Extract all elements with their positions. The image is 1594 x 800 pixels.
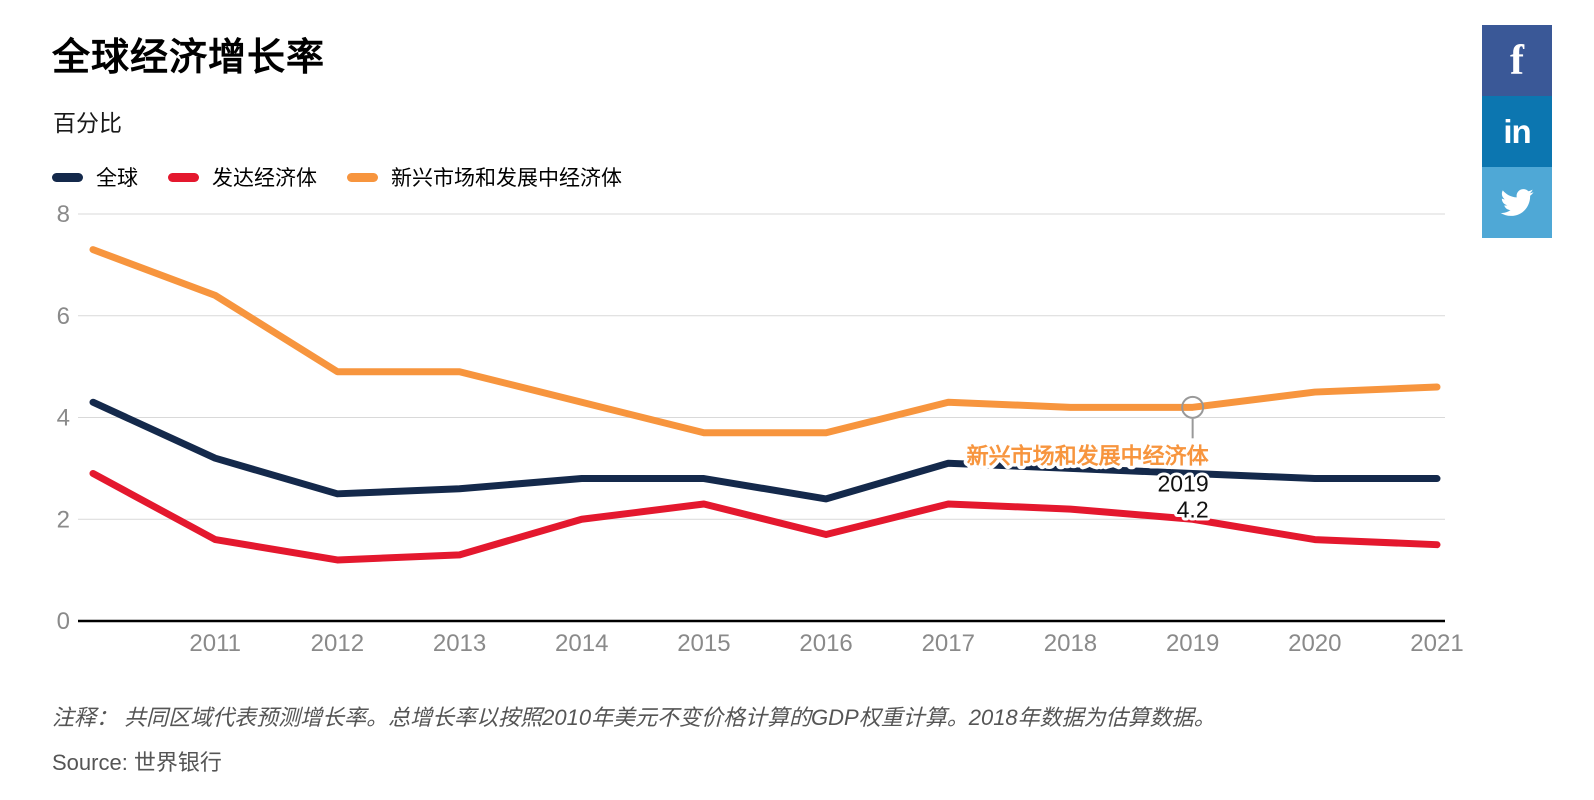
chart-title: 全球经济增长率 [52,37,326,79]
svg-text:2020: 2020 [1288,630,1341,657]
tooltip-series-label: 新兴市场和发展中经济体 [967,443,1210,468]
legend-item-global: 全球 [52,162,138,192]
svg-text:2011: 2011 [189,630,241,657]
facebook-icon: f [1510,37,1524,84]
growth-line-chart[interactable]: 0 2 4 6 8 2011 2012 2013 2014 2015 2016 2017 2018 201… [0,0,1594,680]
chart-source: Source: 世界银行 [52,750,222,775]
svg-text:2014: 2014 [555,630,608,657]
svg-text:4: 4 [57,405,70,432]
twitter-share-button[interactable] [1482,167,1552,238]
tooltip-year-label: 2019 [1157,470,1208,496]
svg-text:2012: 2012 [311,630,364,657]
chart-legend: 全球 发达经济体 新兴市场和发展中经济体 [52,162,622,192]
svg-text:8: 8 [57,201,70,228]
series-layer [89,246,1441,564]
legend-label-advanced: 发达经济体 [212,167,317,190]
linkedin-icon: in [1503,113,1531,150]
tooltip-value-label: 4.2 [1177,496,1209,522]
linkedin-share-button[interactable]: in [1482,96,1552,167]
svg-text:2019: 2019 [1166,630,1219,657]
svg-text:2013: 2013 [433,630,486,657]
svg-text:2016: 2016 [799,630,852,657]
svg-text:2021: 2021 [1410,630,1463,657]
tooltip-layer: 新兴市场和发展中经济体 2019 4.2 [963,395,1213,525]
grid-layer: 0 2 4 6 8 2011 2012 2013 2014 2015 2016 2017 2018 201… [57,201,1464,657]
tooltip-marker-circle[interactable] [1181,395,1205,419]
legend-item-advanced: 发达经济体 [168,162,317,192]
svg-text:0: 0 [57,608,70,635]
svg-text:6: 6 [57,303,70,330]
svg-text:2: 2 [57,506,70,533]
svg-text:2017: 2017 [922,630,975,657]
chart-unit-label: 百分比 [53,110,122,136]
facebook-share-button[interactable]: f [1482,25,1552,96]
legend-label-global: 全球 [96,167,138,190]
svg-text:2015: 2015 [677,630,730,657]
legend-swatch-global [52,172,83,182]
chart-footnote: 注释： 共同区域代表预测增长率。总增长率以按照2010年美元不变价格计算的GDP… [52,705,1216,730]
legend-swatch-emerging [347,172,378,182]
svg-text:2018: 2018 [1044,630,1097,657]
legend-label-emerging: 新兴市场和发展中经济体 [391,167,622,190]
legend-swatch-advanced [168,172,199,182]
social-share-bar: f in [1482,25,1552,238]
legend-item-emerging: 新兴市场和发展中经济体 [347,162,622,192]
twitter-icon [1500,189,1534,216]
